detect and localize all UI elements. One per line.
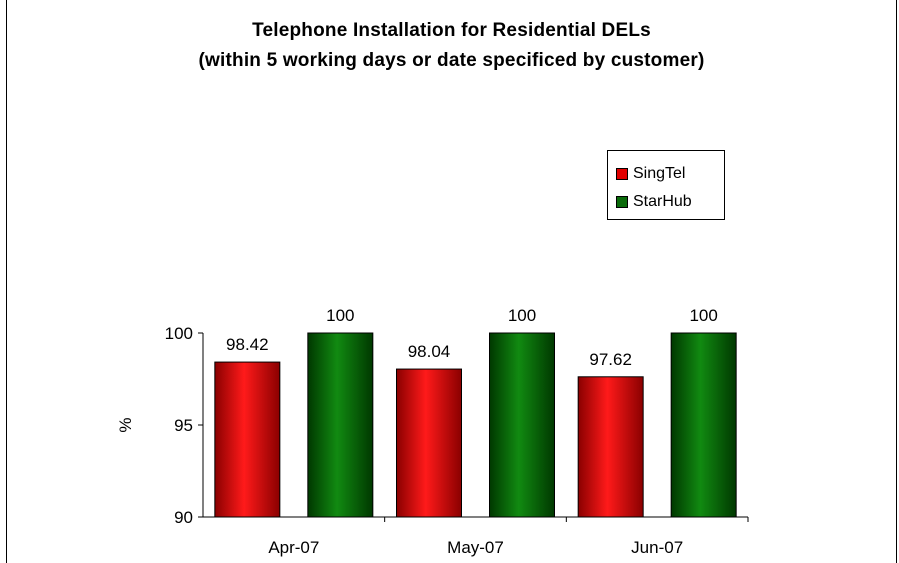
data-label: 97.62 bbox=[589, 350, 632, 369]
data-label: 100 bbox=[326, 306, 354, 325]
legend-item-starhub: StarHub bbox=[616, 191, 692, 213]
legend-label-singtel: SingTel bbox=[633, 165, 686, 182]
legend-swatch-singtel bbox=[616, 168, 628, 180]
bar-starhub-jun-07 bbox=[670, 332, 737, 518]
x-tick-label: Jun-07 bbox=[631, 538, 683, 557]
data-label: 98.42 bbox=[226, 335, 269, 354]
data-label: 98.04 bbox=[408, 342, 451, 361]
x-tick-label: May-07 bbox=[447, 538, 504, 557]
x-tick-label: Apr-07 bbox=[268, 538, 319, 557]
bar-singtel-may-07 bbox=[396, 368, 462, 518]
chart-border-left bbox=[6, 0, 7, 563]
bar-starhub-apr-07 bbox=[307, 332, 374, 518]
bar-singtel-jun-07 bbox=[577, 376, 644, 518]
chart-border-right bbox=[896, 0, 897, 563]
legend-label-starhub: StarHub bbox=[633, 193, 692, 210]
y-tick-label: 95 bbox=[174, 416, 193, 435]
data-label: 100 bbox=[508, 306, 536, 325]
bar-starhub-may-07 bbox=[489, 332, 555, 518]
legend-item-singtel: SingTel bbox=[616, 163, 685, 185]
data-labels: 98.42 100 98.04 100 97.62 100 bbox=[226, 306, 718, 369]
bar-singtel-apr-07 bbox=[214, 361, 281, 518]
y-axis-label: % bbox=[116, 417, 135, 432]
data-label: 100 bbox=[689, 306, 717, 325]
y-tick-label: 90 bbox=[174, 508, 193, 527]
legend: SingTel StarHub bbox=[607, 150, 725, 220]
legend-swatch-starhub bbox=[616, 196, 628, 208]
y-tick-label: 100 bbox=[165, 324, 193, 343]
axes: 90 95 100% Apr-07 May-07 Jun-07 bbox=[116, 324, 749, 557]
chart-title: Telephone Installation for Residential D… bbox=[252, 20, 651, 41]
chart-subtitle: (within 5 working days or date specifice… bbox=[198, 50, 705, 71]
bars bbox=[214, 332, 737, 518]
